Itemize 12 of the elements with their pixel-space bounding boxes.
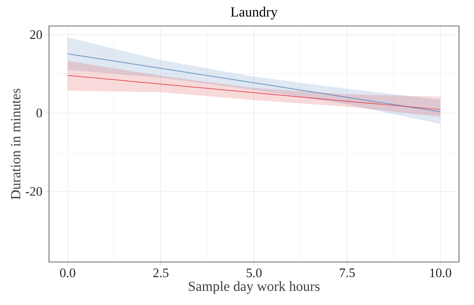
chart-title: Laundry xyxy=(230,6,278,20)
y-tick-label: 20 xyxy=(30,30,42,39)
x-axis-title: Sample day work hours xyxy=(188,281,320,294)
x-tick-label: 10.0 xyxy=(430,268,452,278)
x-tick-label: 2.5 xyxy=(153,268,168,278)
y-tick-label: -20 xyxy=(26,187,42,196)
line-series xyxy=(67,54,441,112)
x-tick-label: 0.0 xyxy=(60,268,76,278)
x-tick-label: 5.0 xyxy=(246,268,262,278)
y-tick-label: 0 xyxy=(36,108,42,118)
x-tick-label: 7.5 xyxy=(340,268,355,278)
y-axis-title: Duration in minutes xyxy=(11,88,20,200)
